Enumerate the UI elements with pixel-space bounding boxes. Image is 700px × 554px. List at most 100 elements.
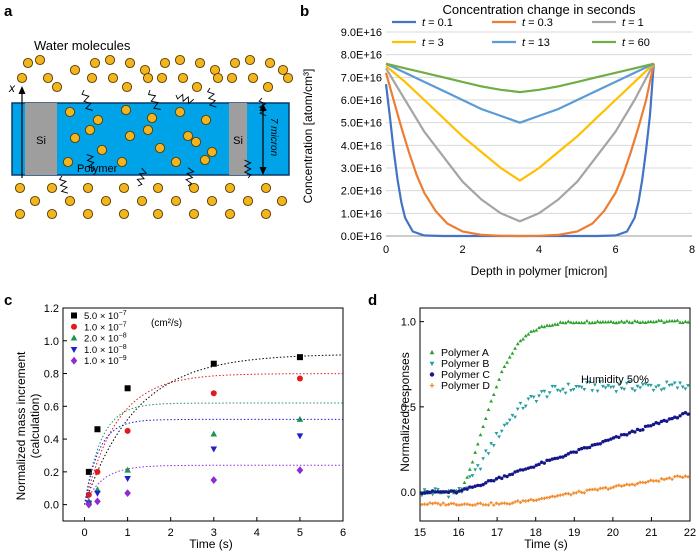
chart-d-data-point (547, 323, 552, 328)
water-molecule (82, 182, 94, 194)
chart-d-data-point (590, 320, 595, 325)
water-molecule (156, 72, 168, 84)
chart-d-data-point (449, 489, 453, 493)
water-molecule (226, 72, 238, 84)
chart-d-data-point (617, 382, 621, 387)
chart-c-data-point (210, 430, 218, 437)
water-molecule (190, 136, 202, 148)
chart-c-ytick-label: 1.0 (44, 336, 59, 348)
chart-d-data-point (683, 474, 688, 478)
chart-d-data-point (582, 387, 587, 392)
chart-d-data-point (539, 390, 544, 394)
chart-d-data-point (502, 364, 507, 368)
water-molecule (282, 72, 294, 84)
chart-d-data-point (654, 319, 659, 324)
chart-d-data-point (499, 369, 504, 374)
chart-d-data-point (595, 319, 600, 323)
chart-d-data-point (582, 491, 586, 495)
chart-d-data-point (515, 407, 520, 412)
chart-c-xtick-label: 6 (340, 527, 346, 539)
water-molecule (199, 154, 211, 166)
panel-b-letter: b (300, 3, 309, 20)
chart-d-data-point (582, 446, 586, 450)
chart-d-data-point (657, 479, 661, 483)
chart-c-fit-curve (84, 354, 344, 505)
chart-b-legend-label: t = 1 (622, 17, 644, 29)
chart-d-data-point (473, 468, 478, 472)
water-molecule (276, 195, 288, 207)
chart-d-data-point (635, 319, 640, 324)
water-molecule (174, 54, 186, 66)
chart-d-data-point (428, 501, 432, 505)
water-molecule (107, 72, 119, 84)
chart-d-data-point (656, 318, 661, 322)
water-molecule (170, 156, 182, 168)
chart-c-legend-marker (71, 323, 77, 330)
chart-d-data-point (555, 322, 560, 326)
chart-c-legend-label: 5.0 × 10−7 (84, 310, 127, 322)
chart-d-data-point (651, 422, 656, 427)
panel-c: c 0.0 0.2 0.4 0.6 0.8 1.0 1.2 0 1 2 3 4 5 6 5.0 × 10−7… (4, 292, 346, 551)
chart-d-data-point (678, 320, 682, 324)
chart-d-data-point (595, 442, 600, 446)
water-molecule (104, 54, 116, 66)
chart-d-data-point (662, 320, 666, 324)
water-molecule (142, 124, 154, 136)
chart-d-data-point (646, 424, 650, 428)
chart-d-data-point (633, 430, 637, 434)
chart-d-data-point (579, 385, 584, 390)
water-molecule (82, 208, 94, 220)
chart-d-data-point (550, 323, 555, 327)
chart-d-data-point (617, 320, 621, 324)
chart-b-ytick-label: 2.0E+16 (341, 186, 382, 198)
chart-d-data-point (483, 449, 488, 453)
chart-d-data-point (630, 387, 635, 391)
chart-d-data-point (467, 467, 472, 471)
chart-d-data-point (436, 490, 440, 494)
chart-d-data-point (667, 476, 672, 480)
water-molecule (118, 182, 130, 194)
chart-d-annotation: Humidity 50% (581, 374, 649, 386)
chart-b-ytick-label: 5.0E+16 (341, 118, 382, 130)
water-molecules (14, 54, 294, 220)
water-molecule (64, 195, 76, 207)
water-molecule (22, 57, 34, 69)
chart-d-data-point (667, 417, 672, 421)
chart-d-data-point (627, 431, 632, 435)
chart-d-data-point (611, 485, 616, 489)
chart-d-data-point (686, 384, 690, 388)
diffusion-path (185, 167, 195, 187)
chart-d-data-point (457, 489, 461, 493)
chart-d-data-point (475, 442, 480, 446)
chart-d-legend-label: Polymer C (441, 369, 490, 381)
chart-d-data-point (577, 447, 581, 452)
chart-d-data-point (486, 479, 491, 483)
chart-d-data-point (523, 404, 528, 409)
water-molecule (206, 146, 218, 158)
water-molecule (51, 81, 63, 93)
chart-d-data-point (635, 384, 640, 389)
chart-d-data-point (678, 474, 682, 479)
chart-d-data-point (601, 319, 605, 324)
chart-d-data-point (667, 318, 672, 323)
chart-d-data-point (593, 487, 597, 491)
chart-b-legend-label: t = 0.3 (522, 17, 553, 29)
water-molecule (264, 57, 276, 69)
chart-d-xtick-label: 22 (684, 527, 696, 539)
chart-d-data-point (611, 385, 616, 389)
chart-d-data-point (491, 443, 496, 448)
water-molecule (212, 72, 224, 84)
chart-d-data-point (683, 411, 688, 415)
chart-d-data-point (428, 490, 432, 495)
chart-d-data-point (558, 320, 563, 324)
thickness-label: 7 micron (268, 118, 279, 157)
chart-d-data-point (491, 392, 496, 397)
chart-d-data-point (518, 401, 523, 406)
water-molecule (14, 208, 26, 220)
chart-d-data-point (670, 318, 674, 323)
water-molecule (242, 195, 254, 207)
chart-d-data-point (553, 456, 557, 461)
chart-d-xlabel: Time (s) (524, 537, 568, 551)
water-molecule (146, 112, 158, 124)
chart-d-data-point (502, 474, 507, 478)
